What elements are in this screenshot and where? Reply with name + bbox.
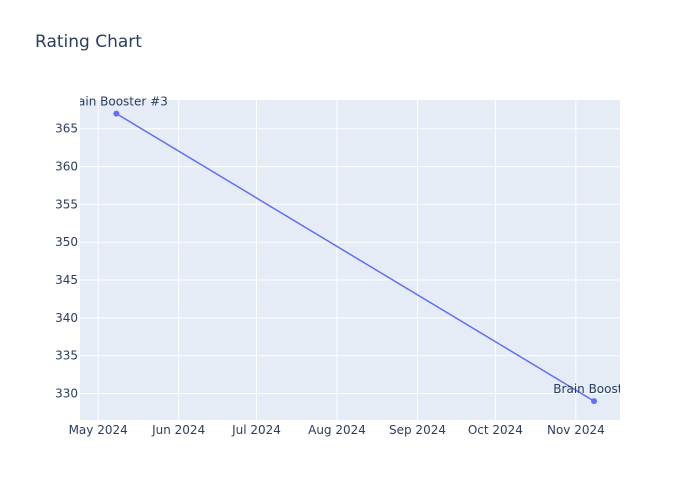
x-tick-label: Sep 2024 [389, 423, 446, 437]
plot-area [80, 100, 620, 420]
chart-title: Rating Chart [35, 32, 142, 52]
y-tick-label: 355 [55, 197, 78, 211]
x-gridlines [97, 100, 577, 420]
x-tick-label: Nov 2024 [547, 423, 605, 437]
data-point [591, 398, 598, 405]
point-labels: Brain Booster #3 Brain Booster [65, 95, 635, 396]
y-tick-label: 335 [55, 349, 78, 363]
y-tick-label: 350 [55, 235, 78, 249]
x-tick-label: Jul 2024 [231, 423, 281, 437]
y-tick-label: 360 [55, 160, 78, 174]
series-layer [113, 110, 598, 405]
x-tick-labels: May 2024 Jun 2024 Jul 2024 Aug 2024 Sep 2024… [69, 423, 605, 437]
x-tick-label: Oct 2024 [468, 423, 523, 437]
data-label: Brain Booster #3 [65, 95, 168, 109]
y-tick-label: 330 [55, 387, 78, 401]
y-tick-label: 345 [55, 273, 78, 287]
x-tick-label: Jun 2024 [151, 423, 205, 437]
y-tick-label: 365 [55, 122, 78, 136]
data-label: Brain Booster [553, 382, 635, 396]
data-point [113, 110, 120, 117]
x-tick-label: Aug 2024 [308, 423, 366, 437]
y-tick-labels: 330 335 340 345 350 355 360 365 [55, 122, 78, 401]
y-gridlines [80, 128, 620, 395]
y-tick-label: 340 [55, 311, 78, 325]
series-line [115, 112, 595, 402]
x-tick-label: May 2024 [69, 423, 128, 437]
